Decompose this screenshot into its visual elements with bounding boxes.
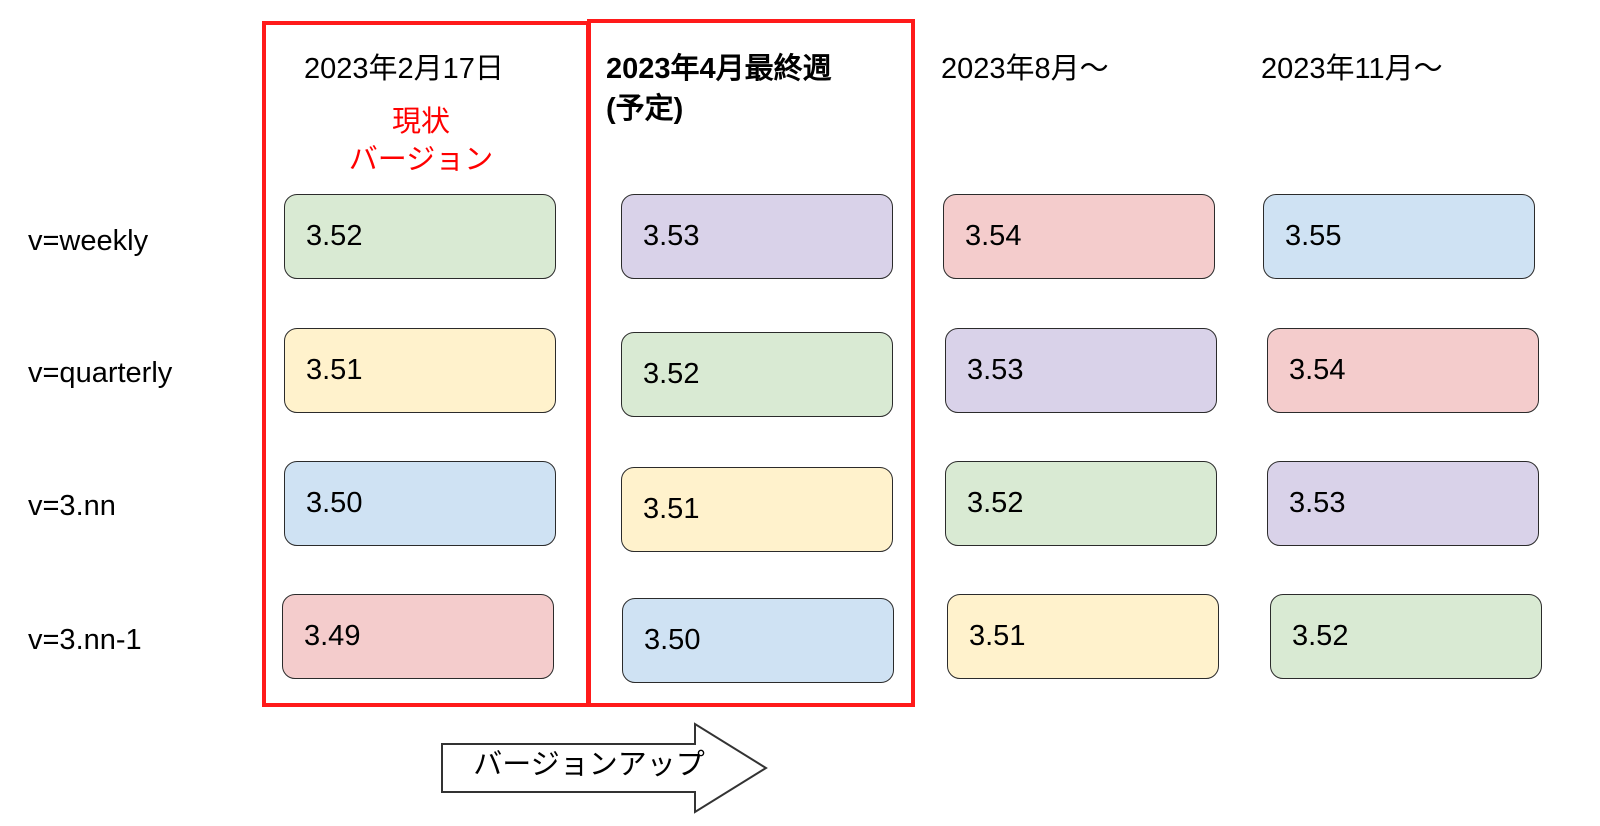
version-box-weekly-apr: 3.53 (621, 194, 893, 279)
current-column-highlight-frame (262, 21, 590, 707)
column-header-aug: 2023年8月〜 (941, 53, 1109, 85)
column-header-nov: 2023年11月〜 (1261, 53, 1443, 85)
version-box-3nn-aug: 3.52 (945, 461, 1217, 546)
version-box-3nn-apr: 3.51 (621, 467, 893, 552)
column-header-apr-note: (予定) (606, 93, 684, 125)
version-box-weekly-nov: 3.55 (1263, 194, 1535, 279)
version-up-label: バージョンアップ (473, 749, 705, 781)
current-version-label-line2: バージョン (348, 144, 494, 176)
version-box-3nn-1-aug: 3.51 (947, 594, 1219, 679)
row-label-3nn-1: v=3.nn-1 (28, 624, 142, 656)
version-box-quarterly-apr: 3.52 (621, 332, 893, 417)
version-box-3nn-1-apr: 3.50 (622, 598, 894, 683)
version-box-quarterly-aug: 3.53 (945, 328, 1217, 413)
version-box-3nn-feb: 3.50 (284, 461, 556, 546)
version-box-3nn-nov: 3.53 (1267, 461, 1539, 546)
version-box-3nn-1-feb: 3.49 (282, 594, 554, 679)
version-box-3nn-1-nov: 3.52 (1270, 594, 1542, 679)
current-version-label: 現状 バージョン (262, 103, 580, 179)
version-box-quarterly-feb: 3.51 (284, 328, 556, 413)
version-box-weekly-feb: 3.52 (284, 194, 556, 279)
row-label-weekly: v=weekly (28, 225, 149, 257)
version-up-arrow (441, 722, 768, 814)
current-version-label-line1: 現状 (391, 106, 450, 138)
column-header-apr: 2023年4月最終週 (606, 53, 832, 85)
column-header-feb: 2023年2月17日 (304, 53, 504, 85)
row-label-quarterly: v=quarterly (28, 357, 173, 389)
planned-column-highlight-frame (587, 19, 915, 707)
row-label-3nn: v=3.nn (28, 490, 116, 522)
version-box-quarterly-nov: 3.54 (1267, 328, 1539, 413)
version-box-weekly-aug: 3.54 (943, 194, 1215, 279)
